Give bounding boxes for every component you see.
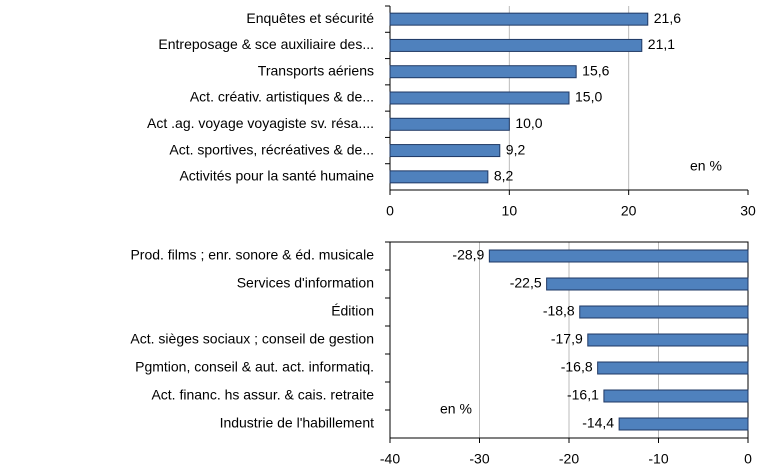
y-tick-label: Industrie de l'habillement (220, 415, 375, 431)
x-tick-label: -20 (559, 451, 579, 467)
value-label: -28,9 (452, 247, 484, 263)
bar (389, 12, 649, 26)
value-label: -22,5 (510, 275, 542, 291)
bar (587, 333, 749, 347)
x-tick-label: -30 (469, 451, 489, 467)
value-label: -16,1 (567, 387, 599, 403)
bar (597, 361, 749, 375)
value-label: 21,1 (648, 36, 675, 52)
y-tick-label: Pgmtion, conseil & aut. act. informatiq. (135, 359, 374, 375)
value-label: 9,2 (506, 141, 526, 157)
y-tick-label: Act. sièges sociaux ; conseil de gestion (130, 331, 374, 347)
value-label: 10,0 (515, 115, 542, 131)
bar (389, 117, 510, 131)
x-tick-label: 20 (621, 203, 637, 219)
x-tick-label: 0 (386, 203, 394, 219)
bar (389, 65, 577, 79)
x-tick-label: 0 (744, 451, 752, 467)
value-label: -18,8 (543, 303, 575, 319)
x-tick-label: -10 (648, 451, 668, 467)
value-label: -17,9 (551, 331, 583, 347)
y-tick-label: Act. sportives, récréatives & de... (169, 141, 374, 157)
y-tick-label: Prod. films ; enr. sonore & éd. musicale (130, 247, 374, 263)
value-label: -16,8 (561, 359, 593, 375)
bar (389, 170, 489, 184)
y-tick-label: Transports aériens (258, 62, 374, 78)
x-tick-label: -40 (380, 451, 400, 467)
y-tick-label: Services d'information (237, 275, 374, 291)
bar (389, 91, 570, 105)
value-label: 15,0 (575, 89, 602, 105)
x-tick-label: 30 (740, 203, 756, 219)
y-tick-label: Act. créativ. artistiques & de... (190, 89, 374, 105)
value-label: 8,2 (494, 168, 514, 184)
bar (389, 144, 501, 158)
bar (488, 249, 749, 263)
value-label: 21,6 (654, 10, 681, 26)
y-tick-label: Activités pour la santé humaine (179, 168, 374, 184)
y-tick-label: Act. financ. hs assur. & cais. retraite (151, 387, 374, 403)
bar (579, 305, 749, 319)
y-tick-label: Enquêtes et sécurité (246, 10, 374, 26)
annotation: en % (690, 158, 722, 174)
bar (618, 417, 749, 431)
value-label: 15,6 (582, 62, 609, 78)
x-tick-label: 10 (502, 203, 518, 219)
y-tick-label: Entreposage & sce auxiliaire des... (158, 36, 374, 52)
bar (389, 38, 643, 52)
annotation: en % (440, 401, 472, 417)
bar (546, 277, 749, 291)
bar (603, 389, 749, 403)
y-tick-label: Édition (331, 303, 374, 319)
y-tick-label: Act .ag. voyage voyagiste sv. résa.... (147, 115, 374, 131)
value-label: -14,4 (582, 415, 614, 431)
